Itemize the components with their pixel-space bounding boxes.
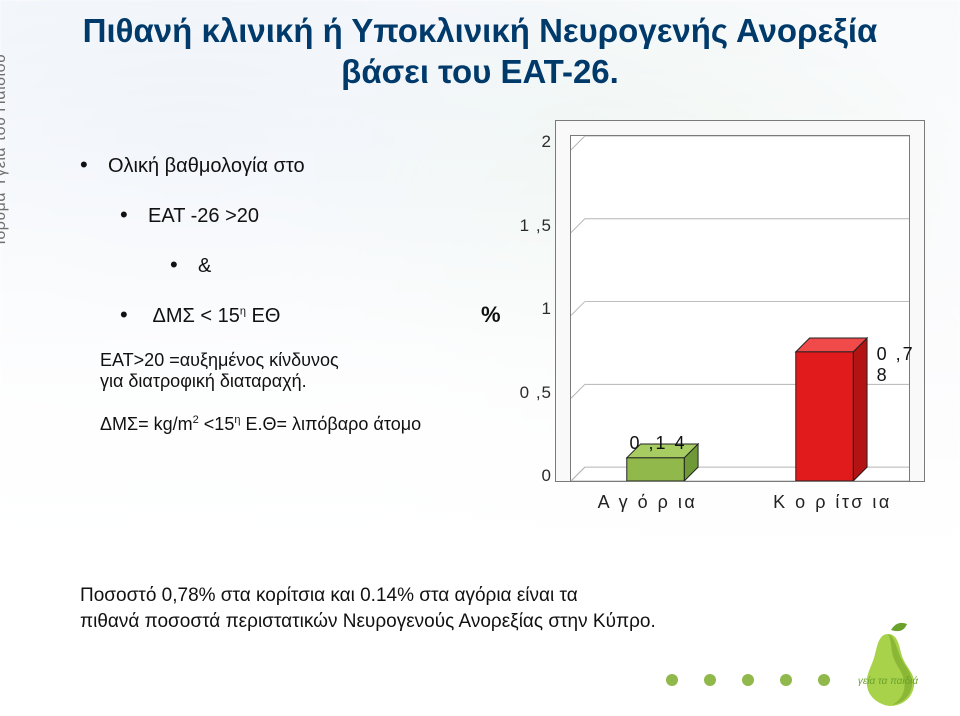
note-2a: ΔΜΣ= kg/m: [100, 414, 193, 434]
x-axis-labels: Α γ ό ρ ια Κ ο ρ ίτσ ια: [555, 486, 925, 520]
page-title: Πιθανή κλινική ή Υποκλινική Νευρογενής Α…: [50, 10, 910, 93]
bottom-a: Ποσοστό 0,78% στα κορίτσια και 0.14% στα…: [80, 585, 578, 606]
bottom-paragraph: Ποσοστό 0,78% στα κορίτσια και 0.14% στα…: [80, 583, 800, 636]
bullet-4a: ΔΜΣ < 15: [152, 305, 239, 327]
dot-3: [742, 674, 754, 686]
bar-value-1: 0 ,7 8: [877, 344, 925, 386]
bullet-4b: ΕΘ: [246, 305, 280, 327]
xlabel-1: Κ ο ρ ίτσ ια: [740, 486, 925, 520]
note-2b: <15: [199, 414, 235, 434]
dot-1: [666, 674, 678, 686]
ytick-label: 0: [508, 466, 552, 486]
ytick-label: 0 ,5: [508, 383, 552, 403]
pear-icon: [867, 623, 915, 706]
bullet-2: EAT -26 >20: [80, 200, 470, 230]
plot-outer-frame: 00 ,511 ,52 %: [555, 120, 925, 482]
dot-5: [818, 674, 830, 686]
ytick-label: 2: [508, 132, 552, 152]
y-axis-pct-symbol: %: [481, 302, 501, 328]
plot-inner-frame: [570, 135, 910, 481]
bottom-b: πιθανά ποσοστά περιστατικών Νευρογενούς …: [80, 611, 656, 632]
bar-value-0: 0 ,1 4: [630, 433, 687, 454]
pear-logo: γεία τα παιδιά: [848, 620, 928, 708]
bar-chart: 00 ,511 ,52 % Α γ ό ρ ια Κ ο ρ ίτσ ια 0 …: [495, 120, 925, 520]
ytick-label: 1: [508, 299, 552, 319]
dot-4: [780, 674, 792, 686]
note-2: ΔΜΣ= kg/m2 <15η Ε.Θ= λιπόβαρο άτομο: [80, 414, 470, 435]
xlabel-0: Α γ ό ρ ια: [555, 486, 740, 520]
pear-text: γεία τα παιδιά: [858, 675, 918, 687]
accent-dots: [666, 674, 830, 686]
ytick-label: 1 ,5: [508, 216, 552, 236]
note-1: ΕΑΤ>20 =αυξημένος κίνδυνος για διατροφικ…: [80, 350, 470, 392]
bullet-4: ΔΜΣ < 15η ΕΘ: [80, 300, 470, 330]
bullet-list: Ολική βαθμολογία στο EAT -26 >20 & ΔΜΣ <…: [80, 150, 470, 435]
note-1a: ΕΑΤ>20 =αυξημένος κίνδυνος: [100, 350, 470, 371]
note-2c: Ε.Θ= λιπόβαρο άτομο: [240, 414, 421, 434]
bullet-1: Ολική βαθμολογία στο: [80, 150, 470, 180]
bullet-3: &: [80, 250, 470, 280]
note-1b: για διατροφική διαταραχή.: [100, 371, 470, 392]
dot-2: [704, 674, 716, 686]
sidebar-org-label: Ίδρυμα Υγεία του Παιδιού: [0, 20, 10, 280]
plot-svg: [571, 136, 909, 481]
